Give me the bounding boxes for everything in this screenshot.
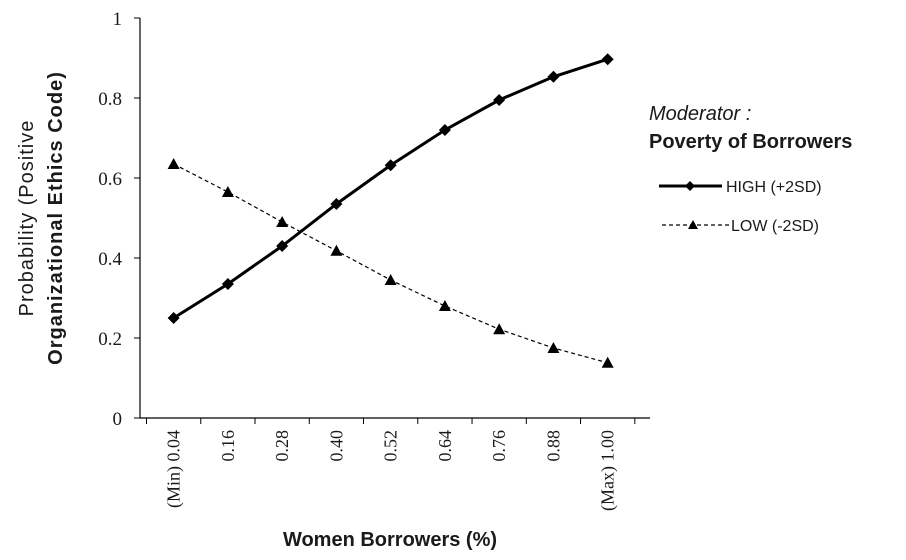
data-point-low xyxy=(493,323,506,335)
y-tick-label: 0.2 xyxy=(98,329,122,350)
series-line-low xyxy=(173,163,608,364)
y-axis-label-line2: Organizational Ethics Code) xyxy=(45,71,67,365)
x-tick-label: 0.28 xyxy=(272,430,292,462)
y-tick-label: 0.4 xyxy=(98,249,122,270)
x-tick-label: 0.76 xyxy=(489,430,509,462)
x-tick-label: (Max) 1.00 xyxy=(598,430,619,511)
x-tick-label: 0.88 xyxy=(543,430,563,462)
data-point-high xyxy=(438,124,451,136)
legend-high-label: HIGH (+2SD) xyxy=(726,179,822,196)
x-axis-label: Women Borrowers (%) xyxy=(283,529,497,551)
data-point-low xyxy=(601,356,614,368)
x-tick-label: 0.16 xyxy=(218,430,238,462)
data-point-high xyxy=(384,159,397,172)
y-axis-label-line1: Probability (Positive xyxy=(16,120,38,317)
data-point-low xyxy=(547,342,560,353)
legend-high-diamond-marker xyxy=(685,181,695,191)
data-point-high xyxy=(330,198,343,210)
y-ticks: 0 0.2 0.4 0.6 0.8 1 xyxy=(98,9,140,430)
data-point-high xyxy=(276,240,289,252)
x-tick-label: 0.52 xyxy=(381,430,401,462)
data-point-low xyxy=(438,300,451,311)
x-ticks: (Min) 0.04 0.16 0.28 0.40 0.52 0.64 0.76 0.88 (M… xyxy=(146,418,636,511)
legend-title-poverty: Poverty of Borrowers xyxy=(649,131,852,153)
legend-low-triangle-marker xyxy=(688,220,698,229)
data-point-high xyxy=(547,70,560,83)
y-tick-label: 0.8 xyxy=(98,89,122,110)
y-tick-label: 0 xyxy=(113,409,123,430)
legend-title-moderator: Moderator : xyxy=(649,103,751,125)
y-tick-label: 0.6 xyxy=(98,169,122,190)
series-layer xyxy=(167,53,614,368)
data-point-high xyxy=(601,53,614,66)
x-tick-label: (Min) 0.04 xyxy=(164,430,185,508)
data-point-low xyxy=(276,216,289,227)
data-point-high xyxy=(221,278,234,290)
data-point-high xyxy=(167,312,180,324)
x-tick-label: 0.40 xyxy=(326,430,346,462)
y-tick-label: 1 xyxy=(113,9,123,30)
legend-low-label: LOW (-2SD) xyxy=(731,218,819,235)
data-point-low xyxy=(167,158,180,169)
data-point-low xyxy=(330,244,343,256)
data-point-low xyxy=(384,274,397,285)
legend: Moderator : Poverty of Borrowers HIGH (+… xyxy=(649,103,852,235)
x-tick-label: 0.64 xyxy=(435,430,455,462)
legend-entry-high: HIGH (+2SD) xyxy=(659,179,822,196)
legend-entry-low: LOW (-2SD) xyxy=(662,218,819,235)
data-point-high xyxy=(493,94,506,106)
data-point-low xyxy=(221,186,234,197)
